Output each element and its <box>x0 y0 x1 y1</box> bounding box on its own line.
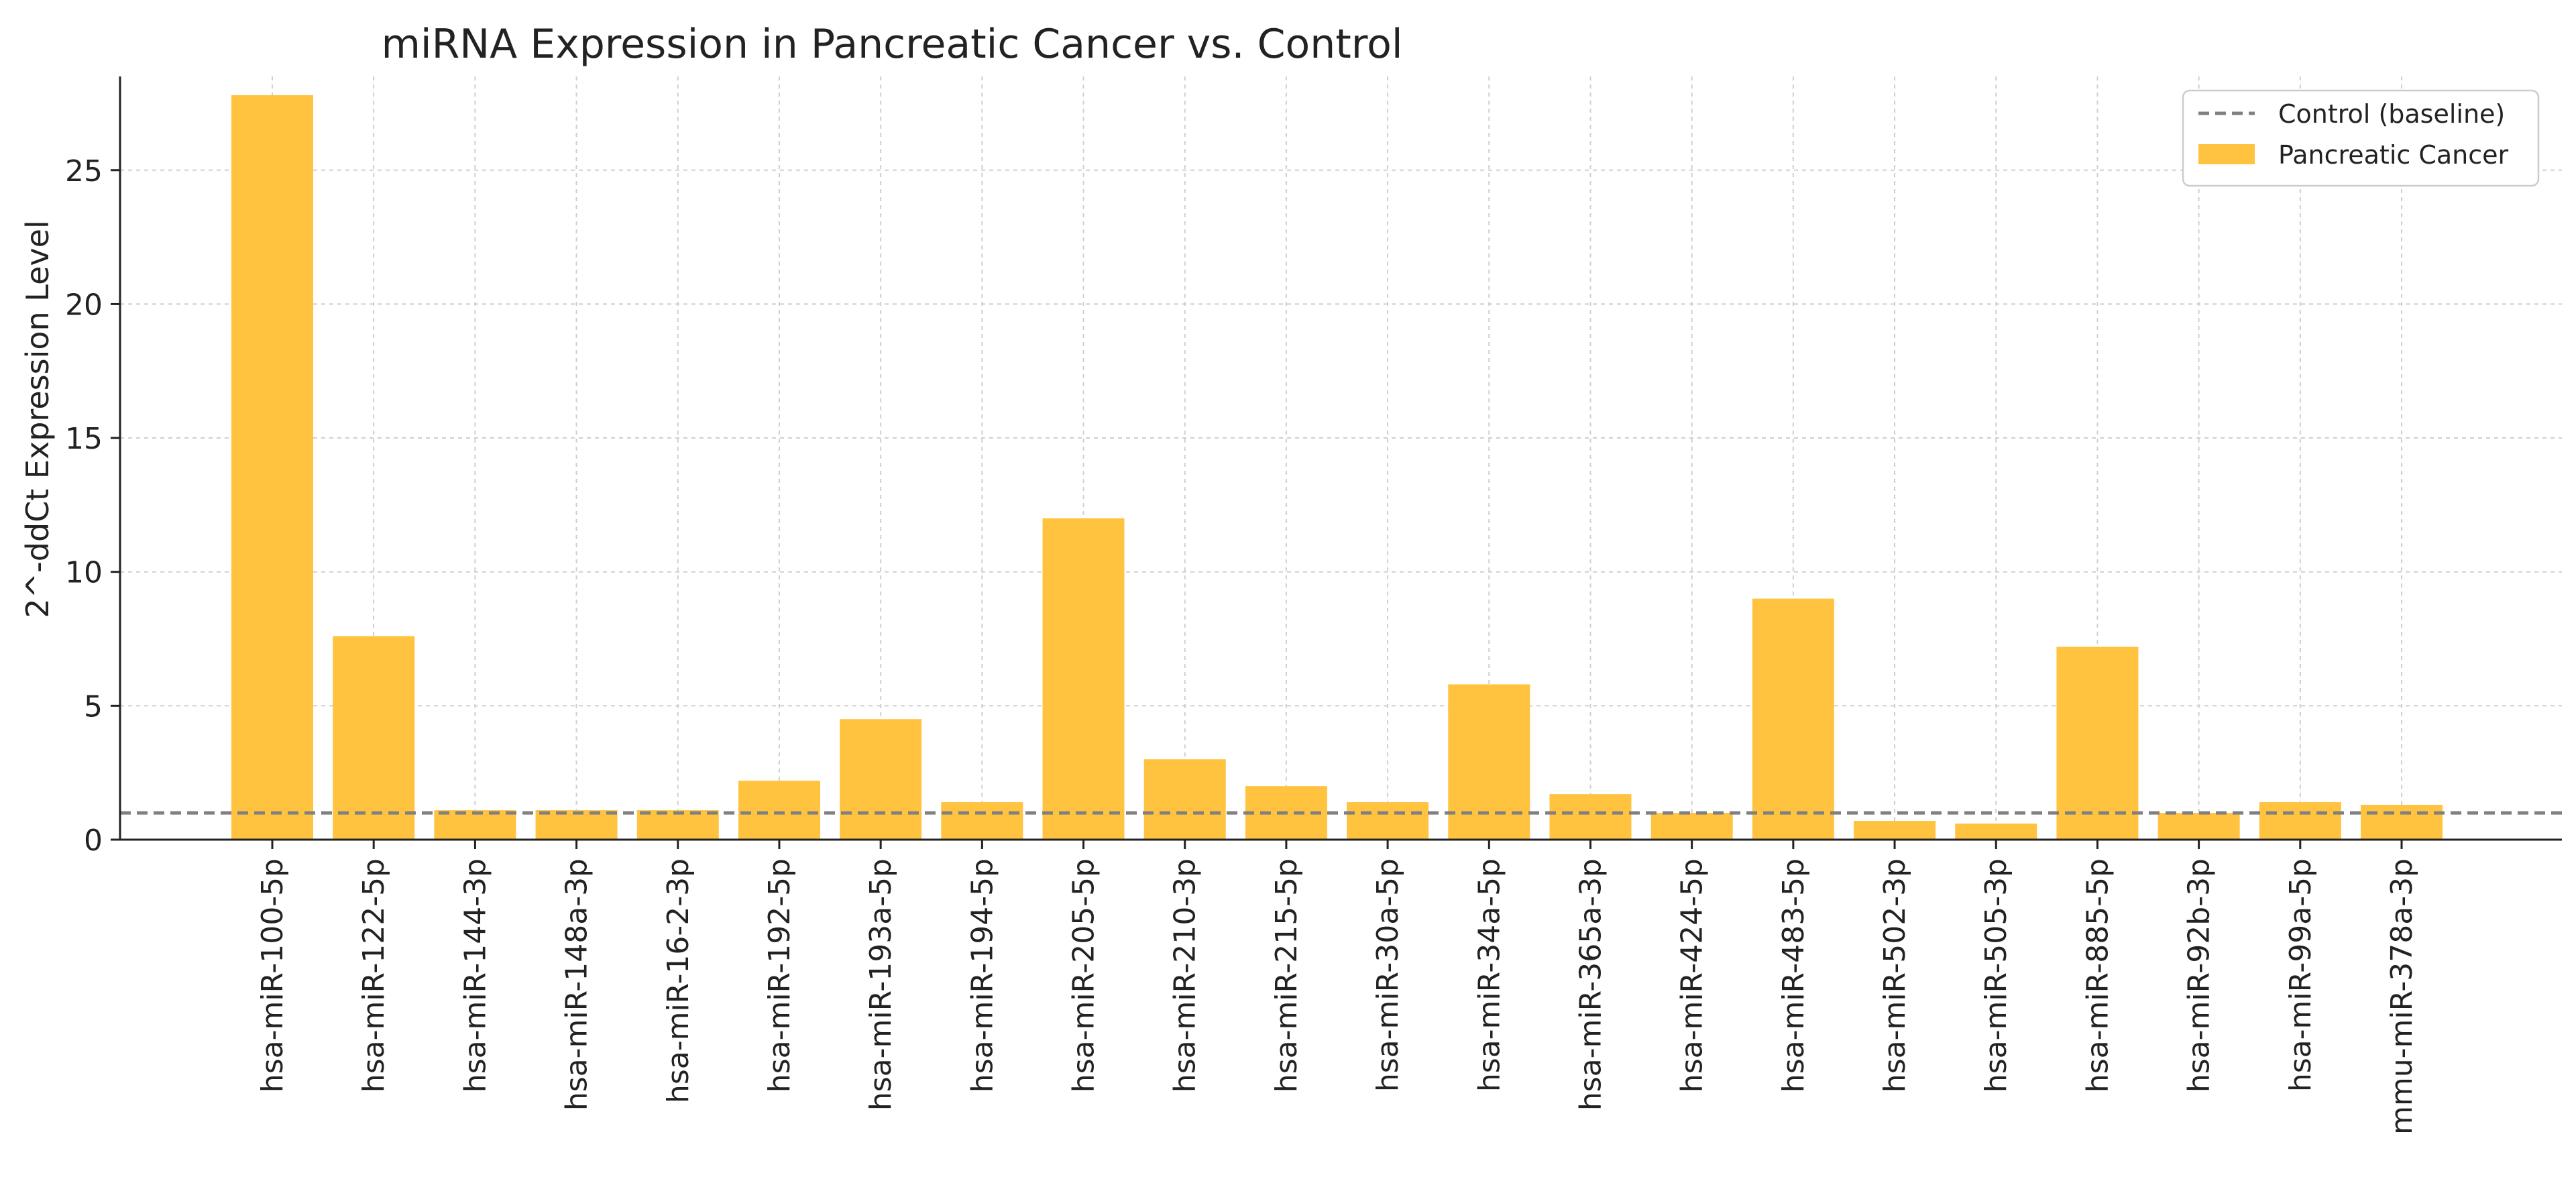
bar-hsa-miR-34a-5p <box>1448 684 1530 840</box>
x-tick-label-hsa-miR-210-3p: hsa-miR-210-3p <box>1168 858 1202 1092</box>
bar-hsa-miR-192-5p <box>738 781 820 840</box>
x-tick-label-hsa-miR-99a-5p: hsa-miR-99a-5p <box>2284 858 2318 1092</box>
y-tick-label-15: 15 <box>65 422 103 456</box>
x-tick-label-hsa-miR-192-5p: hsa-miR-192-5p <box>763 858 797 1092</box>
grid-layer <box>120 76 2562 840</box>
x-tick-label-hsa-miR-365a-3p: hsa-miR-365a-3p <box>1573 858 1608 1111</box>
chart-title: miRNA Expression in Pancreatic Cancer vs… <box>381 21 1402 68</box>
y-tick-label-20: 20 <box>65 288 103 322</box>
x-tick-label-hsa-miR-483-5p: hsa-miR-483-5p <box>1777 858 1811 1092</box>
bar-hsa-miR-148a-3p <box>535 810 618 840</box>
bar-hsa-miR-144-3p <box>434 810 516 840</box>
y-tick-labels: 0 5 10 15 20 25 <box>65 154 103 858</box>
x-tick-label-mmu-miR-378a-3p: mmu-miR-378a-3p <box>2385 858 2419 1135</box>
bar-hsa-miR-885-5p <box>2056 646 2139 840</box>
bars-layer <box>231 95 2443 840</box>
legend-label-cancer: Pancreatic Cancer <box>2278 140 2509 170</box>
bar-mmu-miR-378a-3p <box>2361 805 2443 840</box>
x-tick-label-hsa-miR-100-5p: hsa-miR-100-5p <box>256 858 290 1092</box>
bar-hsa-miR-505-3p <box>1955 824 2037 840</box>
bar-hsa-miR-193a-5p <box>840 719 922 840</box>
x-tick-label-hsa-miR-16-2-3p: hsa-miR-16-2-3p <box>661 858 695 1103</box>
x-tick-labels: hsa-miR-100-5p hsa-miR-122-5p hsa-miR-144-… <box>256 858 2419 1135</box>
x-tick-label-hsa-miR-122-5p: hsa-miR-122-5p <box>357 858 391 1092</box>
legend-label-control: Control (baseline) <box>2278 99 2505 129</box>
x-tick-label-hsa-miR-193a-5p: hsa-miR-193a-5p <box>864 858 898 1111</box>
y-tick-label-25: 25 <box>65 154 103 188</box>
bar-hsa-miR-92b-3p <box>2158 813 2240 840</box>
y-axis-label: 2^-ddCt Expression Level <box>19 220 56 618</box>
legend-bar-swatch <box>2198 144 2255 164</box>
bar-hsa-miR-502-3p <box>1854 821 1936 840</box>
x-tick-label-hsa-miR-144-3p: hsa-miR-144-3p <box>458 858 492 1092</box>
legend-frame <box>2182 89 2540 187</box>
x-tick-label-hsa-miR-215-5p: hsa-miR-215-5p <box>1270 858 1304 1092</box>
x-tick-label-hsa-miR-30a-5p: hsa-miR-30a-5p <box>1371 858 1405 1092</box>
x-tick-label-hsa-miR-885-5p: hsa-miR-885-5p <box>2080 858 2115 1092</box>
bar-hsa-miR-16-2-3p <box>636 810 719 840</box>
x-tick-label-hsa-miR-205-5p: hsa-miR-205-5p <box>1067 858 1101 1092</box>
bar-hsa-miR-99a-5p <box>2259 802 2341 840</box>
axes-layer <box>111 76 2562 849</box>
bar-hsa-miR-483-5p <box>1752 598 1834 840</box>
bar-hsa-miR-30a-5p <box>1347 802 1429 840</box>
x-tick-label-hsa-miR-502-3p: hsa-miR-502-3p <box>1878 858 1912 1092</box>
y-tick-label-5: 5 <box>84 689 103 724</box>
bar-hsa-miR-122-5p <box>333 636 415 840</box>
x-tick-label-hsa-miR-424-5p: hsa-miR-424-5p <box>1675 858 1710 1092</box>
bar-hsa-miR-424-5p <box>1650 813 1733 840</box>
bar-hsa-miR-365a-3p <box>1549 794 1632 840</box>
bar-hsa-miR-194-5p <box>941 802 1023 840</box>
legend: Control (baseline) Pancreatic Cancer <box>2182 89 2540 187</box>
bar-hsa-miR-210-3p <box>1143 759 1226 840</box>
x-tick-label-hsa-miR-194-5p: hsa-miR-194-5p <box>965 858 999 1092</box>
y-tick-label-0: 0 <box>84 824 103 858</box>
y-tick-label-10: 10 <box>65 556 103 590</box>
x-tick-label-hsa-miR-92b-3p: hsa-miR-92b-3p <box>2182 858 2217 1092</box>
bar-hsa-miR-100-5p <box>231 95 313 840</box>
x-tick-label-hsa-miR-34a-5p: hsa-miR-34a-5p <box>1472 858 1506 1092</box>
bar-hsa-miR-205-5p <box>1042 518 1125 840</box>
x-tick-label-hsa-miR-505-3p: hsa-miR-505-3p <box>1979 858 2013 1092</box>
x-tick-label-hsa-miR-148a-3p: hsa-miR-148a-3p <box>560 858 594 1111</box>
